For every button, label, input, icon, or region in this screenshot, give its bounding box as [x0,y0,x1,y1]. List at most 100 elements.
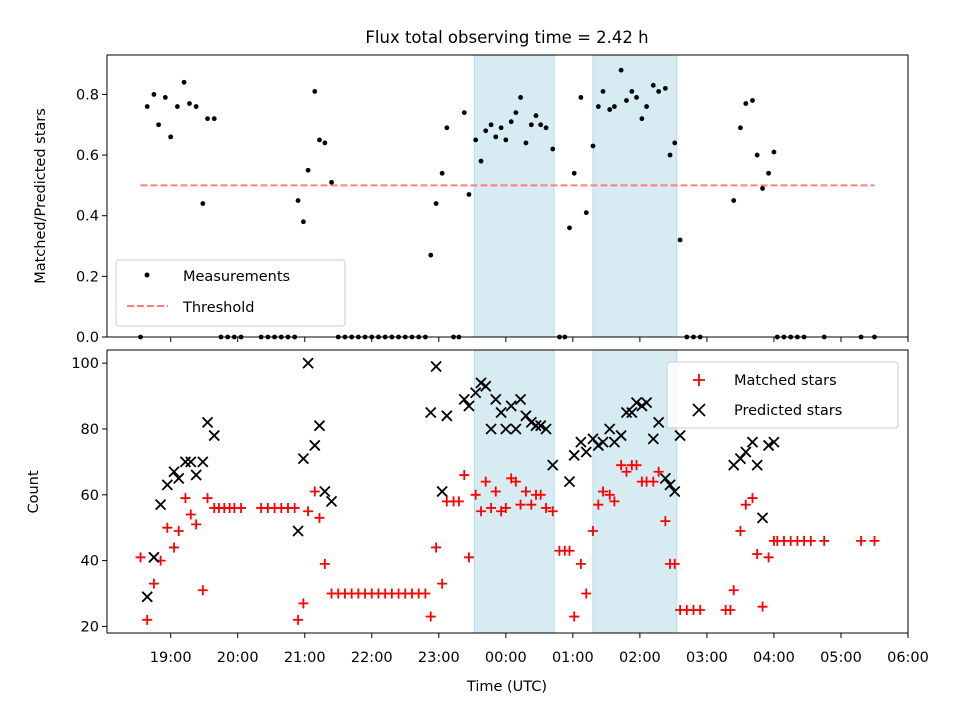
x-tick-label-3: 22:00 [351,650,393,666]
measurement-point-62 [523,140,529,146]
measurement-point-55 [488,122,494,128]
predicted-point-51 [620,406,633,419]
predicted-point-46 [592,439,604,452]
matched-point-100 [747,493,758,504]
measurement-point-3 [156,122,162,128]
bottom-y-tick-label-4: 100 [71,356,99,372]
matched-point-24 [293,614,304,625]
measurement-point-82 [634,95,639,100]
matched-point-8 [185,509,196,520]
predicted-point-21 [436,485,448,498]
measurement-point-99 [760,186,765,191]
matched-point-99 [740,499,751,510]
matched-point-71 [564,545,575,556]
top-shaded-intervals [473,54,678,338]
matched-point-96 [725,604,736,615]
matched-point-83 [631,460,642,471]
measurement-point-10 [200,201,206,206]
matched-point-74 [581,588,592,599]
predicted-point-47 [597,436,609,448]
top-shaded-interval-0 [473,54,555,338]
predicted-point-7 [185,456,197,468]
predicted-point-14 [302,357,314,369]
predicted-point-67 [756,512,769,524]
top-y-tick-label-4: 0.8 [76,87,99,103]
matched-point-81 [621,466,632,477]
predicted-point-6 [179,456,192,468]
predicted-point-10 [201,416,214,429]
predicted-point-42 [568,449,580,461]
matched-point-56 [486,502,497,513]
matched-point-51 [459,470,470,481]
measurement-point-29 [329,179,334,185]
matched-point-98 [735,525,746,536]
measurement-point-26 [312,88,318,94]
matched-point-73 [575,558,586,569]
measurement-point-27 [317,137,322,143]
predicted-point-56 [647,433,659,445]
matched-point-2 [148,578,159,589]
predicted-point-26 [475,377,487,389]
measurement-point-63 [528,122,534,128]
measurement-point-12 [211,116,217,122]
measurement-point-73 [583,210,589,216]
predicted-point-9 [197,456,209,468]
matched-point-80 [616,460,627,471]
matched-point-17 [236,502,247,513]
predicted-point-60 [669,485,681,498]
measurement-point-45 [433,201,439,206]
measurement-point-67 [550,146,556,152]
matched-point-110 [805,535,816,546]
x-tick-label-2: 21:00 [284,650,326,666]
top-y-ticks: 0.0 0.2 0.4 0.6 0.8 [76,87,107,346]
measurement-point-57 [498,125,504,131]
measurement-point-66 [543,125,549,131]
bottom-legend: Matched stars Predicted stars [666,361,899,429]
matched-point-90 [669,558,680,569]
measurement-point-54 [483,128,489,134]
x-tick-label-4: 23:00 [418,650,460,666]
matched-point-54 [476,506,487,517]
measurement-point-84 [644,104,649,109]
matched-point-86 [648,476,659,487]
matched-point-52 [463,552,474,563]
predicted-point-59 [664,479,676,491]
top-shaded-interval-1 [592,54,678,338]
x-tick-label-1: 20:00 [217,650,259,666]
predicted-point-5 [173,472,185,484]
bottom-legend-box [666,361,899,429]
measurement-point-100 [766,170,771,176]
matched-point-66 [535,489,546,500]
matched-point-102 [757,601,768,612]
measurement-point-78 [612,104,617,109]
matched-point-1 [142,614,153,625]
bottom-y-ticks: 20 40 60 80 100 [71,356,107,635]
bottom-shaded-intervals [473,349,678,634]
predicted-point-65 [746,436,759,448]
measurement-point-8 [187,101,192,106]
measurement-point-53 [478,158,484,164]
matched-point-5 [169,542,180,553]
predicted-point-19 [425,406,437,419]
legend-label-measurements: Measurements [183,269,290,285]
measurement-point-97 [750,98,755,103]
matched-point-112 [856,535,867,546]
predicted-point-55 [640,397,653,409]
measurement-point-90 [677,237,683,243]
matched-point-0 [135,552,146,563]
matched-point-29 [319,558,330,569]
measurement-point-88 [667,152,673,158]
predicted-point-48 [604,423,616,435]
legend-marker-measurements [144,272,150,278]
predicted-point-8 [190,469,202,481]
predicted-point-11 [208,429,220,442]
matched-point-26 [303,506,314,517]
measurement-point-58 [503,137,509,143]
matched-point-79 [609,496,620,507]
predicted-point-37 [530,420,542,432]
predicted-point-40 [547,459,559,471]
measurement-point-81 [629,88,635,94]
predicted-point-17 [319,485,331,498]
matched-point-64 [526,499,537,510]
bottom-y-tick-label-0: 20 [81,619,99,635]
